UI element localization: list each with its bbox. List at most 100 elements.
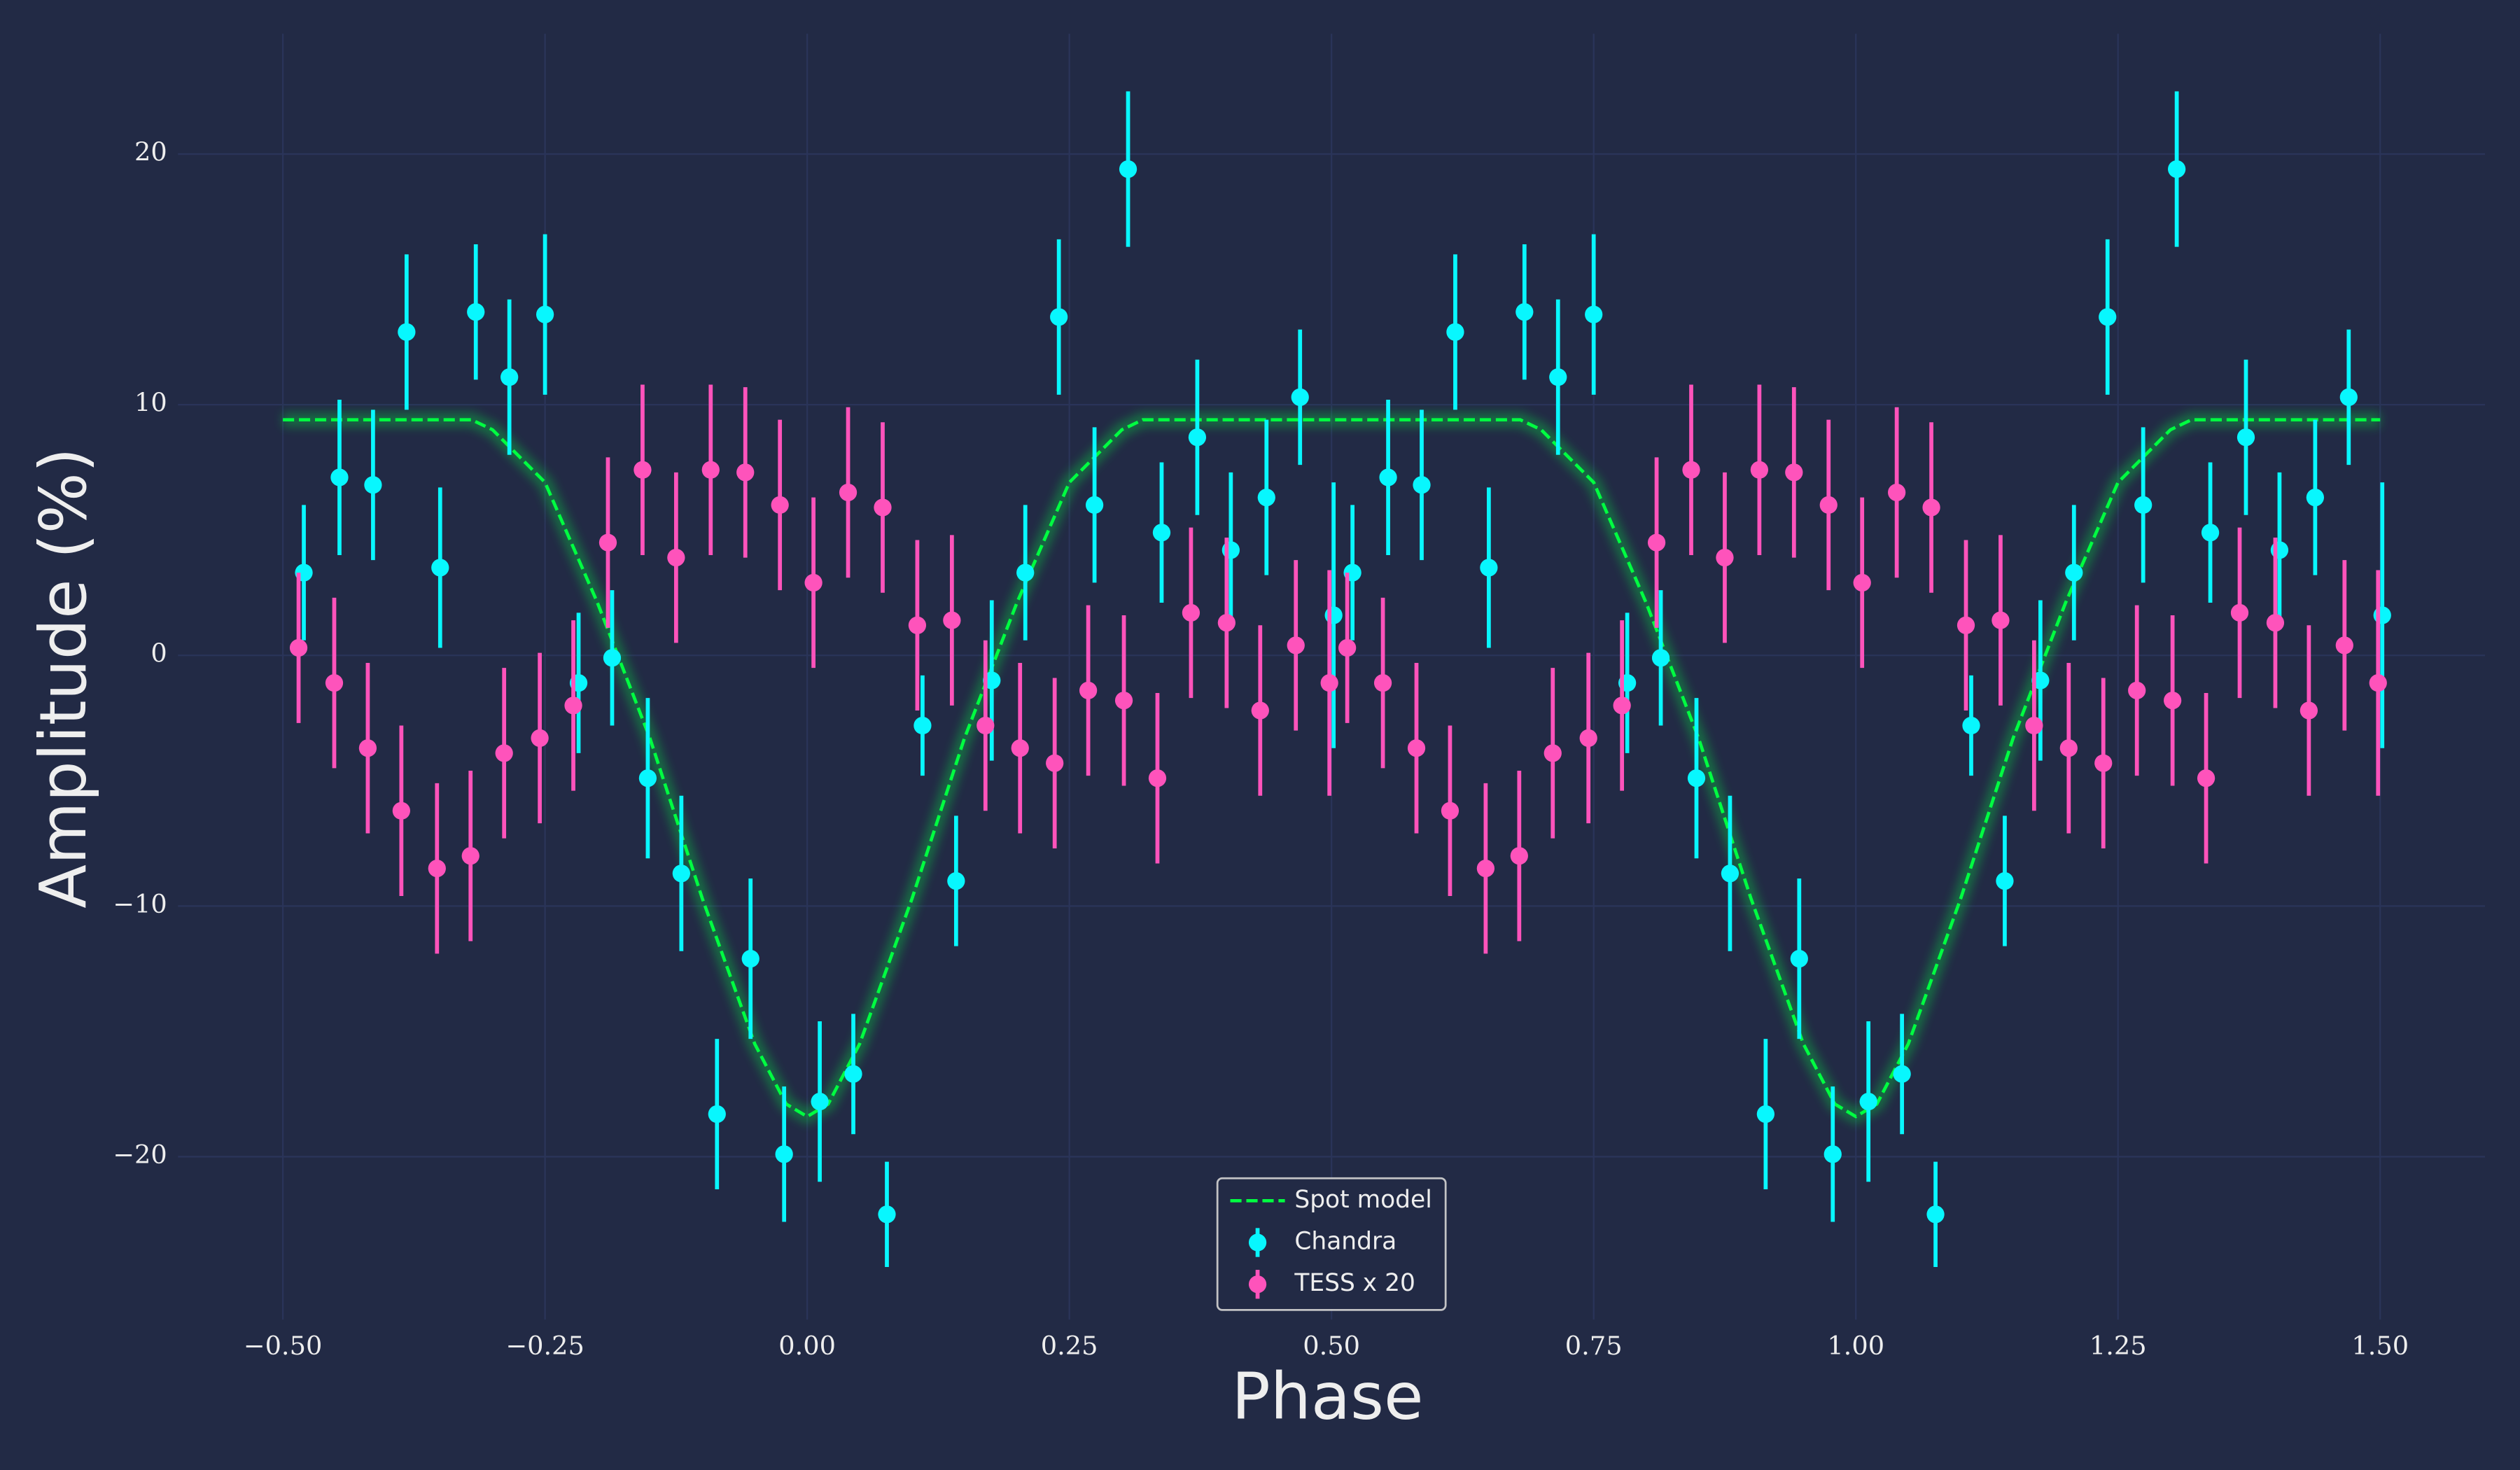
data-point	[2134, 496, 2152, 514]
data-point	[1516, 303, 1534, 321]
data-point	[1251, 701, 1269, 720]
data-point	[878, 1205, 896, 1224]
data-point	[2094, 754, 2113, 772]
data-point	[1287, 636, 1305, 654]
data-point	[398, 323, 416, 341]
data-point	[1853, 573, 1871, 592]
data-point	[1148, 769, 1167, 788]
data-point	[1257, 489, 1275, 507]
data-point	[536, 305, 554, 323]
data-point	[2167, 160, 2186, 178]
data-point	[2099, 308, 2117, 326]
data-point	[1790, 949, 1808, 968]
data-point	[598, 533, 617, 552]
data-point	[289, 638, 308, 657]
data-point	[2339, 388, 2358, 407]
data-point	[1956, 616, 1975, 634]
y-tick-label: 10	[134, 388, 167, 418]
x-axis-label: Phase	[1231, 1359, 1423, 1434]
data-point	[701, 461, 720, 479]
legend-marker	[1248, 1275, 1267, 1294]
data-point	[1480, 559, 1498, 577]
data-point	[2065, 564, 2083, 582]
data-point	[364, 476, 382, 494]
y-tick-label: −20	[113, 1140, 167, 1170]
x-tick-label: 1.50	[2351, 1331, 2409, 1361]
data-point	[1893, 1065, 1911, 1083]
data-point	[2306, 489, 2325, 507]
data-point	[1785, 463, 1803, 482]
data-point	[1188, 428, 1207, 447]
data-point	[431, 559, 449, 577]
x-tick-label: −0.50	[244, 1331, 323, 1361]
data-point	[1962, 716, 1980, 735]
data-point	[1476, 860, 1495, 878]
data-point	[1823, 1145, 1842, 1163]
data-point	[1651, 649, 1670, 667]
data-point	[634, 461, 652, 479]
data-point	[2164, 692, 2182, 710]
data-point	[1413, 476, 1431, 494]
plot-area	[283, 91, 2391, 1267]
data-point	[1446, 323, 1464, 341]
legend-label: Chandra	[1294, 1228, 1396, 1256]
data-point	[638, 769, 657, 788]
y-axis-label: Amplitude (%)	[26, 447, 101, 908]
data-point	[1407, 739, 1426, 757]
data-point	[1119, 160, 1138, 178]
data-point	[1338, 638, 1357, 657]
data-point	[500, 368, 519, 386]
data-point	[1750, 461, 1769, 479]
data-point	[908, 616, 927, 634]
data-point	[1996, 872, 2014, 890]
x-tick-label: 0.50	[1303, 1331, 1360, 1361]
data-point	[741, 949, 760, 968]
data-point	[1544, 744, 1562, 762]
data-point	[1613, 696, 1631, 715]
data-point	[943, 611, 961, 629]
data-point	[1114, 692, 1133, 710]
data-point	[804, 573, 822, 592]
data-point	[947, 872, 965, 890]
data-point	[1373, 674, 1392, 692]
data-point	[811, 1093, 829, 1111]
data-point	[1579, 729, 1597, 748]
data-point	[1687, 769, 1706, 788]
data-point	[1922, 498, 1940, 517]
data-point	[392, 802, 410, 820]
data-point	[2236, 428, 2255, 447]
data-point	[1819, 496, 1837, 514]
data-point	[564, 696, 582, 715]
data-point	[2025, 716, 2043, 735]
data-point	[325, 674, 344, 692]
grid: −0.50 −0.25 0.00 0.25 0.50 0.75 1.00 1.25 1.50 −2…	[113, 34, 2486, 1361]
y-tick-label: 0	[150, 638, 167, 668]
data-point	[1991, 611, 2010, 629]
x-tick-label: 1.25	[2090, 1331, 2147, 1361]
data-point	[330, 468, 349, 486]
data-point	[531, 729, 549, 748]
data-point	[913, 716, 932, 735]
data-point	[1888, 483, 1906, 502]
data-point	[1756, 1105, 1775, 1124]
data-point	[1217, 614, 1236, 632]
data-point	[2230, 603, 2249, 622]
x-tick-label: −0.25	[505, 1331, 584, 1361]
data-point	[708, 1105, 726, 1124]
data-point	[467, 303, 485, 321]
data-point	[1441, 802, 1460, 820]
data-point	[736, 463, 755, 482]
data-point	[495, 744, 513, 762]
data-point	[358, 739, 377, 757]
data-point	[672, 864, 690, 883]
data-point	[874, 498, 892, 517]
data-point	[1085, 496, 1104, 514]
data-point	[2369, 674, 2387, 692]
data-point	[428, 860, 446, 878]
data-point	[1182, 603, 1200, 622]
data-point	[1510, 847, 1528, 865]
data-point	[839, 483, 858, 502]
data-point	[844, 1065, 862, 1083]
